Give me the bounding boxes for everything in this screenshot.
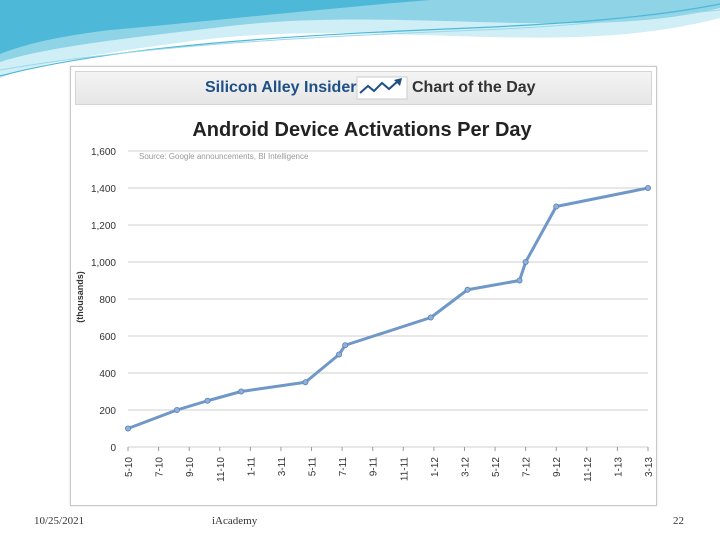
y-tick-label: 1,000	[91, 258, 116, 269]
data-point	[553, 203, 560, 210]
banner-brand: Silicon Alley Insider	[205, 79, 357, 96]
x-tick-label: 7-10	[155, 457, 166, 477]
x-tick-label: 5-12	[491, 457, 502, 477]
x-tick-label: 5-10	[124, 457, 135, 477]
data-point	[238, 388, 245, 395]
y-tick-label: 0	[110, 443, 116, 454]
x-tick-label: 5-11	[308, 457, 319, 477]
data-point	[173, 406, 180, 413]
x-tick-label: 1-11	[246, 457, 257, 477]
data-point	[516, 277, 523, 284]
banner-label: Chart of the Day	[412, 79, 536, 96]
y-tick-label: 1,600	[91, 147, 116, 158]
y-axis-label: (thousands)	[75, 271, 85, 323]
x-tick-label: 3-12	[460, 457, 471, 477]
x-tick-label: 1-13	[613, 457, 624, 477]
chart-frame: Silicon Alley Insider Chart of the Day A…	[70, 66, 657, 506]
x-tick-label: 7-12	[522, 457, 533, 477]
data-point	[336, 351, 343, 358]
line-chart: Android Device Activations Per Day Sourc…	[75, 119, 655, 482]
footer-center-text: iAcademy	[212, 515, 258, 527]
data-point	[427, 314, 434, 321]
chart-title: Android Device Activations Per Day	[192, 119, 532, 141]
y-tick-label: 800	[99, 295, 116, 306]
footer-page-number: 22	[673, 515, 684, 527]
chart-source: Source: Google announcements, BI Intelli…	[139, 152, 309, 161]
data-point	[302, 379, 309, 386]
y-tick-label: 1,400	[91, 184, 116, 195]
y-tick-label: 200	[99, 406, 116, 417]
x-tick-label: 11-10	[216, 457, 227, 482]
trend-chart-icon	[356, 76, 408, 100]
slide-header-swoosh	[0, 0, 720, 78]
chart-banner: Silicon Alley Insider Chart of the Day	[75, 71, 652, 105]
x-tick-label: 1-12	[430, 457, 441, 477]
series-line	[127, 186, 649, 430]
data-point	[125, 425, 132, 432]
data-point	[342, 342, 349, 349]
x-tick-label: 9-11	[369, 457, 380, 477]
data-point	[204, 397, 211, 404]
y-tick-label: 400	[99, 369, 116, 380]
y-tick-label: 600	[99, 332, 116, 343]
x-tick-label: 7-11	[338, 457, 349, 477]
x-tick-label: 3-11	[277, 457, 288, 477]
x-tick-label: 9-10	[185, 457, 196, 477]
footer-date: 10/25/2021	[34, 515, 85, 527]
data-point	[645, 185, 652, 192]
data-point	[464, 286, 471, 293]
x-tick-label: 3-13	[644, 457, 655, 477]
x-tick-label: 11-11	[399, 457, 410, 482]
x-tick-label: 9-12	[552, 457, 563, 477]
data-point	[522, 258, 529, 265]
y-tick-label: 1,200	[91, 221, 116, 232]
x-tick-label: 11-12	[583, 457, 594, 482]
